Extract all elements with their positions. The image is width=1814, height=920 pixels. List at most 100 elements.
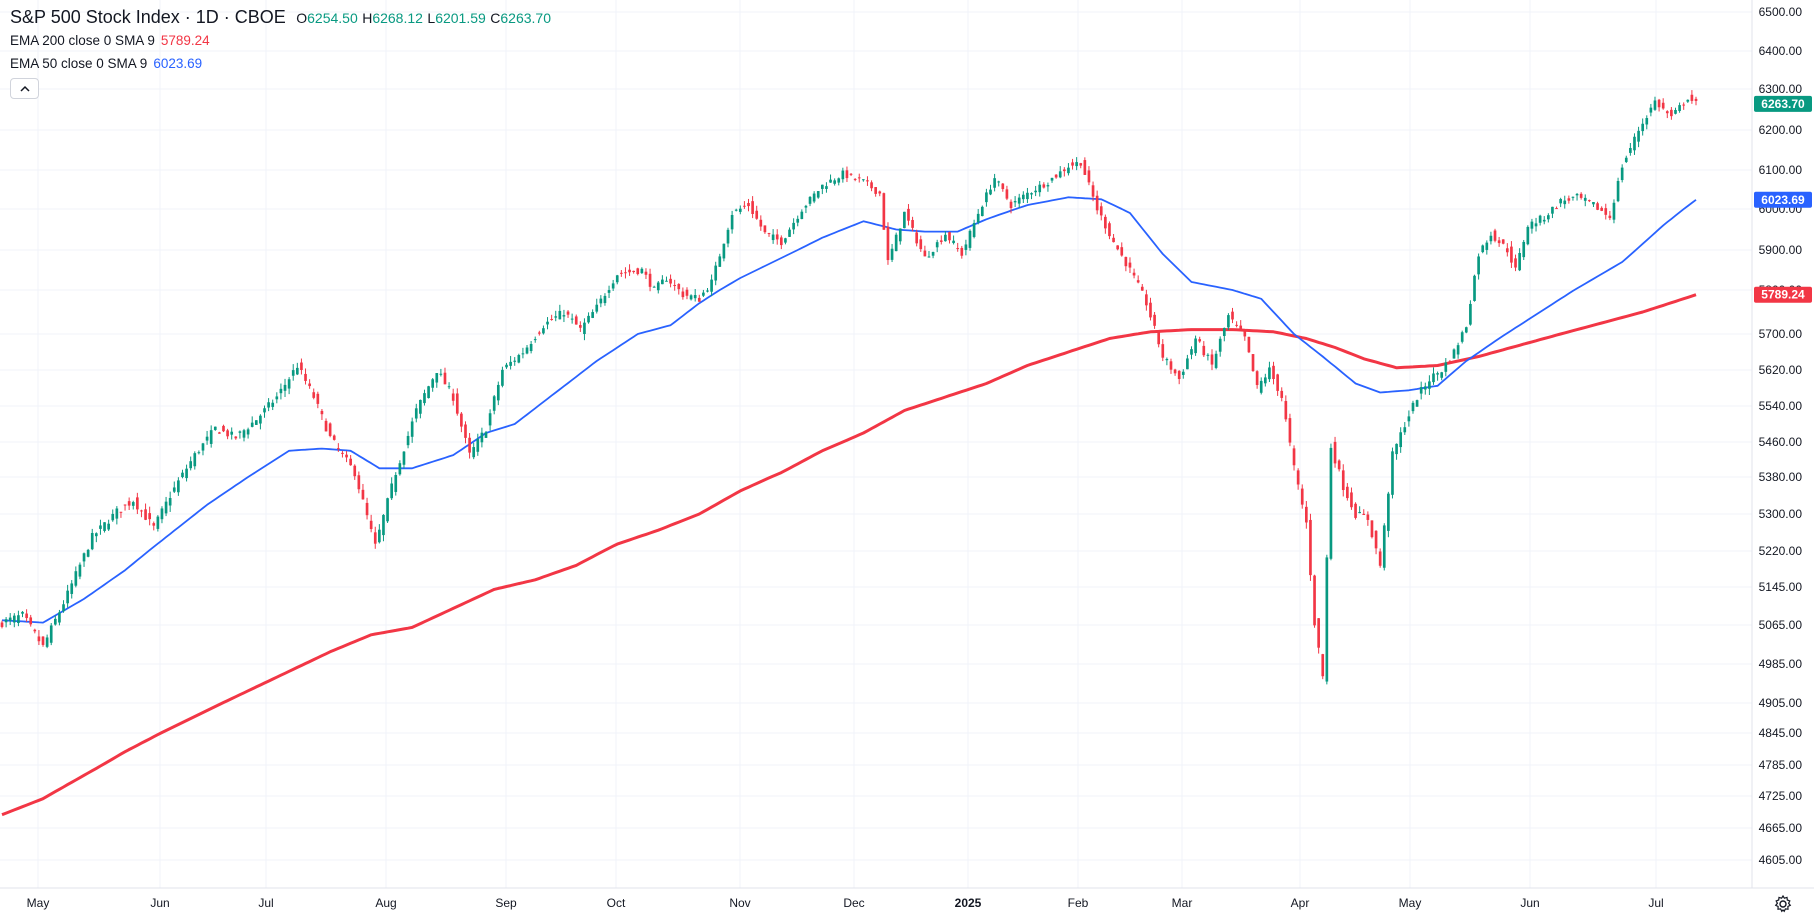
candle[interactable] — [172, 481, 176, 494]
candle[interactable] — [907, 204, 910, 226]
candle[interactable] — [706, 288, 709, 293]
candle[interactable] — [312, 388, 316, 400]
candle[interactable] — [1239, 320, 1243, 332]
candle[interactable] — [1460, 330, 1464, 344]
candle[interactable] — [1063, 167, 1066, 177]
candle[interactable] — [599, 295, 603, 308]
candle[interactable] — [849, 173, 853, 177]
candle[interactable] — [37, 630, 41, 646]
candle[interactable] — [185, 464, 188, 482]
candle[interactable] — [665, 276, 668, 282]
candle[interactable] — [1694, 96, 1698, 106]
candle[interactable] — [862, 179, 865, 182]
candle[interactable] — [1366, 511, 1370, 526]
candle[interactable] — [25, 609, 28, 622]
candle[interactable] — [681, 287, 685, 300]
candle[interactable] — [788, 227, 791, 237]
candle[interactable] — [1477, 253, 1480, 280]
candle[interactable] — [1674, 107, 1677, 115]
candle[interactable] — [263, 405, 266, 418]
candle[interactable] — [304, 368, 307, 385]
candle[interactable] — [579, 321, 582, 333]
candle[interactable] — [837, 177, 841, 186]
candle[interactable] — [1317, 618, 1320, 654]
candle[interactable] — [1374, 530, 1378, 555]
candle[interactable] — [1067, 163, 1070, 176]
candle[interactable] — [410, 417, 414, 443]
candle[interactable] — [49, 623, 53, 646]
candle[interactable] — [484, 430, 488, 439]
candle[interactable] — [677, 283, 681, 295]
candle[interactable] — [853, 178, 857, 182]
candle[interactable] — [779, 235, 783, 250]
candle[interactable] — [1198, 336, 1202, 343]
candle[interactable] — [1206, 353, 1210, 361]
candle[interactable] — [103, 522, 106, 533]
candle[interactable] — [751, 196, 754, 219]
candle[interactable] — [886, 222, 890, 265]
candle[interactable] — [1571, 196, 1575, 201]
candle[interactable] — [669, 274, 672, 288]
candle[interactable] — [1079, 162, 1083, 169]
candle[interactable] — [939, 235, 943, 245]
candle[interactable] — [800, 209, 804, 220]
candle[interactable] — [931, 251, 935, 259]
candle[interactable] — [903, 211, 906, 229]
candle[interactable] — [821, 184, 824, 195]
candle[interactable] — [1428, 375, 1431, 396]
candle[interactable] — [997, 180, 1001, 187]
candle[interactable] — [603, 293, 607, 306]
candle[interactable] — [29, 614, 33, 627]
candle[interactable] — [615, 274, 619, 285]
candle[interactable] — [1350, 487, 1353, 510]
candle[interactable] — [398, 460, 402, 476]
candle[interactable] — [833, 178, 836, 186]
candle[interactable] — [419, 399, 422, 419]
candle[interactable] — [1612, 199, 1616, 224]
candle[interactable] — [759, 215, 763, 231]
candle[interactable] — [1649, 103, 1653, 117]
candle[interactable] — [1046, 182, 1050, 192]
candle[interactable] — [1272, 361, 1275, 385]
candle[interactable] — [152, 521, 156, 531]
candle[interactable] — [1534, 217, 1538, 232]
candle[interactable] — [972, 219, 976, 239]
candle[interactable] — [295, 362, 299, 376]
candle[interactable] — [1464, 326, 1468, 334]
candle[interactable] — [1202, 341, 1206, 358]
candle[interactable] — [640, 267, 644, 274]
candle[interactable] — [1173, 368, 1177, 376]
candle[interactable] — [197, 450, 201, 455]
candle[interactable] — [1296, 468, 1300, 490]
candle[interactable] — [1505, 243, 1509, 257]
candle[interactable] — [1391, 447, 1394, 499]
candle[interactable] — [279, 383, 283, 400]
candle[interactable] — [177, 477, 180, 496]
candle[interactable] — [382, 514, 385, 542]
candle[interactable] — [1329, 443, 1333, 561]
candle[interactable] — [1001, 182, 1005, 192]
candle[interactable] — [1378, 548, 1382, 568]
candle[interactable] — [140, 509, 143, 518]
candle[interactable] — [1292, 445, 1296, 471]
candle[interactable] — [1124, 256, 1128, 272]
candle[interactable] — [1624, 155, 1628, 163]
candle[interactable] — [1177, 370, 1181, 385]
candle[interactable] — [209, 425, 213, 448]
candle[interactable] — [476, 433, 480, 456]
candle[interactable] — [480, 427, 484, 448]
candle[interactable] — [1469, 300, 1472, 326]
candle[interactable] — [1547, 213, 1550, 223]
candle[interactable] — [1099, 202, 1103, 221]
candle[interactable] — [33, 628, 37, 634]
candle[interactable] — [1411, 400, 1415, 414]
candle[interactable] — [730, 210, 734, 234]
candle[interactable] — [1358, 506, 1361, 514]
chart-settings-button[interactable] — [1772, 893, 1794, 915]
candle[interactable] — [107, 519, 110, 531]
candle[interactable] — [509, 355, 512, 370]
candle[interactable] — [1300, 484, 1304, 509]
candle[interactable] — [1641, 118, 1645, 136]
candle[interactable] — [1227, 313, 1230, 331]
candle[interactable] — [1194, 335, 1197, 356]
